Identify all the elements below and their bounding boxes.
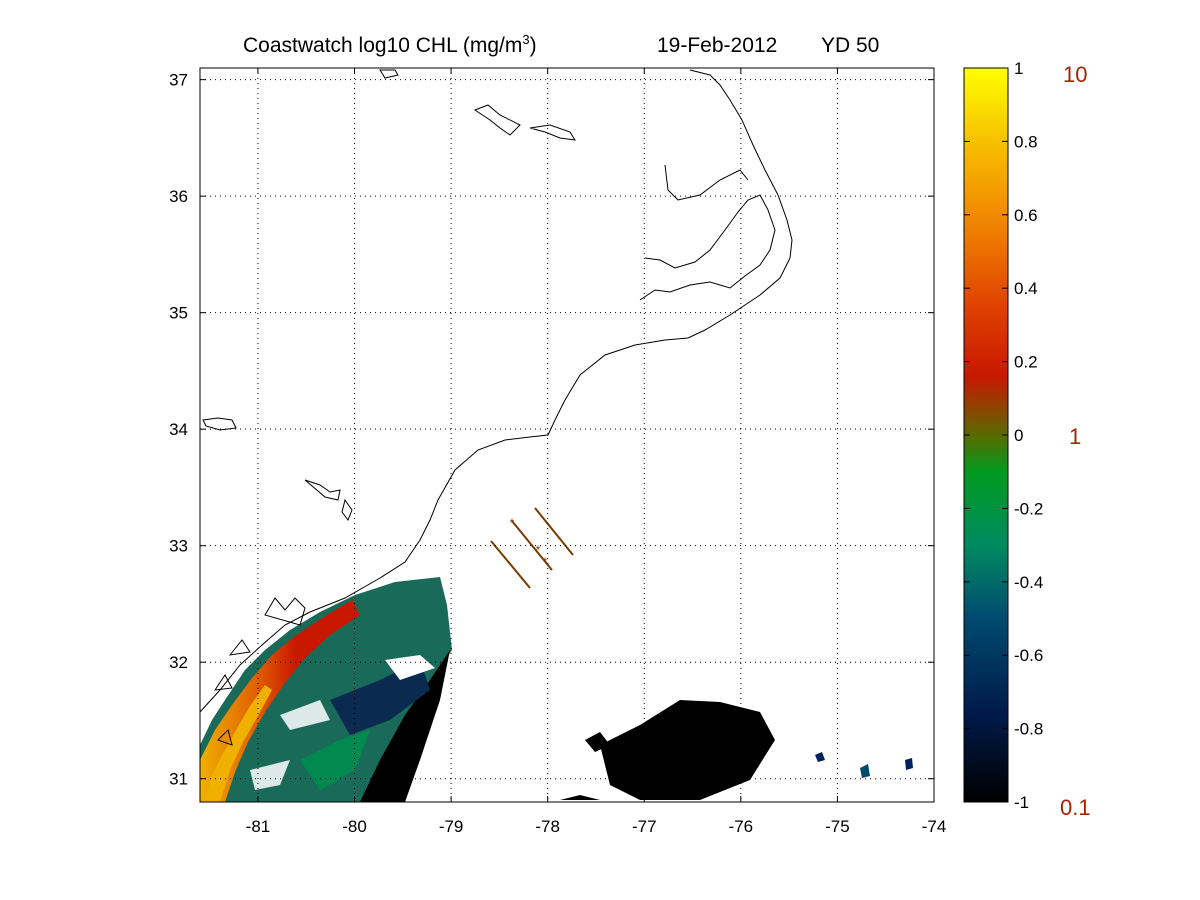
chl-label-0-1: 0.1 — [1060, 795, 1091, 820]
x-tick-label: -74 — [922, 817, 947, 836]
colorbar-tick-label: 0 — [1014, 426, 1023, 445]
y-tick-label: 35 — [169, 304, 188, 323]
x-tick-label: -81 — [246, 817, 271, 836]
coastline — [200, 69, 793, 713]
lake-outline — [473, 104, 576, 141]
colorbar-tick-label: -0.2 — [1014, 499, 1043, 518]
map-date: 19-Feb-2012 — [657, 34, 777, 57]
glider-tracks: * * * — [490, 507, 574, 589]
y-tick-label: 32 — [169, 653, 188, 672]
map-title: Coastwatch log10 CHL (mg/m3) — [243, 32, 537, 57]
latitude-tick-labels: 37 36 35 34 33 32 31 — [169, 71, 188, 789]
svg-text:*: * — [536, 543, 541, 557]
chlorophyll-low-patches — [560, 700, 913, 800]
x-tick-label: -79 — [439, 817, 464, 836]
svg-text:*: * — [543, 555, 548, 569]
y-tick-label: 33 — [169, 537, 188, 556]
sound-shoreline — [639, 194, 776, 301]
colorbar-tick-label: -1 — [1014, 793, 1029, 812]
map-plot-area: * * * — [199, 67, 935, 803]
colorbar-tick-label: 0.4 — [1014, 279, 1038, 298]
estuary-outline — [213, 597, 306, 746]
colorbar-tick-label: -0.6 — [1014, 646, 1043, 665]
chlorophyll-field — [200, 577, 452, 802]
colorbar-tick-label: 0.2 — [1014, 353, 1038, 372]
y-tick-label: 34 — [169, 420, 188, 439]
x-tick-label: -80 — [342, 817, 367, 836]
map-axis-ticks — [200, 68, 935, 802]
y-tick-label: 37 — [169, 71, 188, 90]
x-tick-label: -77 — [632, 817, 657, 836]
svg-text:*: * — [510, 516, 515, 530]
colorbar-gradient — [963, 67, 1009, 803]
map-yearday: YD 50 — [821, 34, 879, 57]
x-tick-label: -78 — [535, 817, 560, 836]
colorbar-tick-label: 0.8 — [1014, 132, 1038, 151]
colorbar-ticks — [964, 67, 1008, 803]
y-tick-label: 36 — [169, 187, 188, 206]
y-tick-label: 31 — [169, 770, 188, 789]
colorbar: 1 0.8 0.6 0.4 0.2 0 -0.2 -0.4 -0.6 -0.8 -1 10 1 0.… — [963, 59, 1091, 820]
longitude-tick-labels: -81 -80 -79 -78 -77 -76 -75 -74 — [246, 817, 947, 836]
inlet-shoreline — [664, 164, 749, 201]
colorbar-tick-label: -0.4 — [1014, 573, 1043, 592]
inland-outline — [202, 69, 399, 522]
colorbar-tick-labels: 1 0.8 0.6 0.4 0.2 0 -0.2 -0.4 -0.6 -0.8 -1 — [1014, 59, 1043, 812]
colorbar-tick-label: 1 — [1014, 59, 1023, 78]
x-tick-label: -76 — [729, 817, 754, 836]
x-tick-label: -75 — [825, 817, 850, 836]
colorbar-tick-label: -0.8 — [1014, 720, 1043, 739]
chl-label-1: 1 — [1069, 424, 1081, 449]
chl-label-10: 10 — [1063, 62, 1087, 87]
colorbar-tick-label: 0.6 — [1014, 206, 1038, 225]
